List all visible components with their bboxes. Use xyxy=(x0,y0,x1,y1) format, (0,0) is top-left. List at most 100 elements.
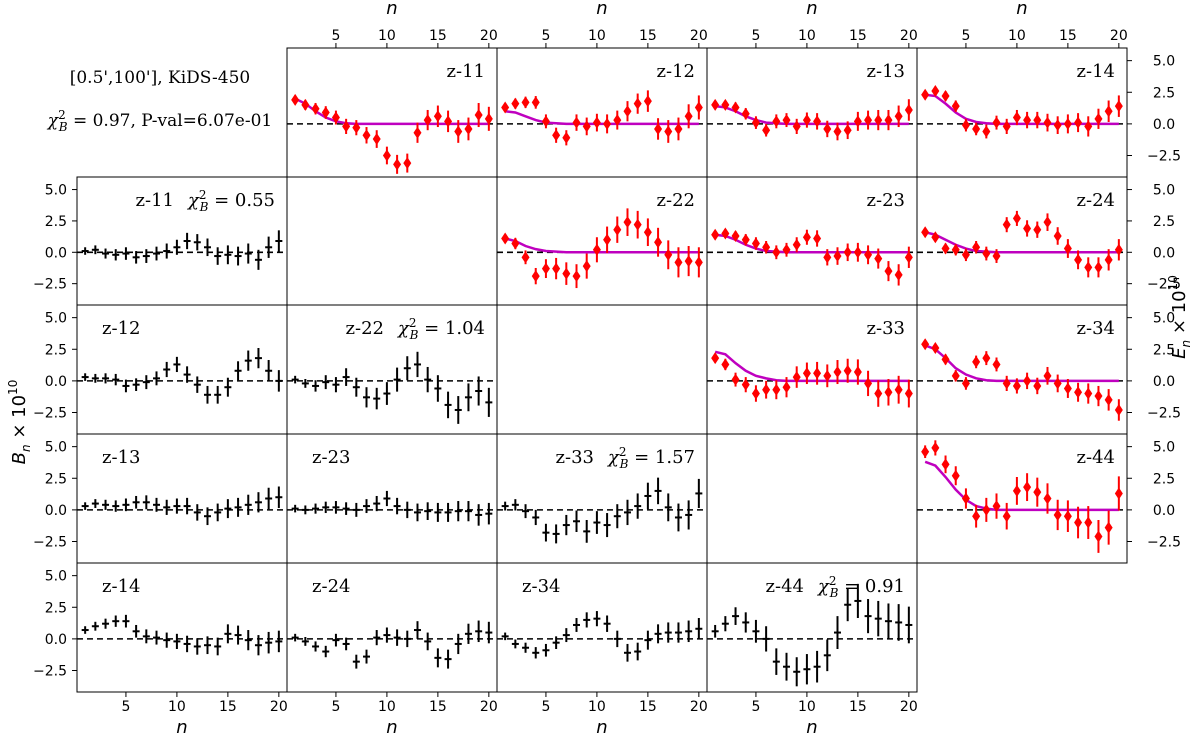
e-panel-z-13-point xyxy=(904,103,913,116)
bottom-x-axis-label: n xyxy=(596,717,607,738)
e-panel-z-12-point xyxy=(562,131,571,144)
x-tick-label: 10 xyxy=(588,699,606,715)
e-panel-z-13: z-13 xyxy=(706,47,918,178)
e-panel-z-24-point xyxy=(921,226,930,239)
header-line2: χ2 B = 0.97, P-val=6.07e-01 xyxy=(47,108,272,134)
e-panel-z-12-point xyxy=(633,97,642,110)
e-panel-z-33-point xyxy=(741,378,750,391)
e-panel-z-13-point xyxy=(813,115,822,128)
e-panel-z-23-point xyxy=(864,248,873,261)
y-tick-label: 5.0 xyxy=(1153,54,1175,70)
y-tick-label: 5.0 xyxy=(45,569,67,585)
e-panel-z-23-label: z-23 xyxy=(867,190,905,211)
e-panel-z-13-point xyxy=(884,114,893,127)
e-panel-z-12-point xyxy=(654,122,663,135)
e-panel-z-24-point xyxy=(1074,253,1083,266)
e-panel-z-23-point xyxy=(843,246,852,259)
e-panel-z-33-point xyxy=(751,387,760,400)
e-panel-z-34-point xyxy=(941,353,950,366)
y-tick-label: 2.5 xyxy=(45,471,67,487)
e-panel-z-34-point xyxy=(992,358,1001,371)
e-panel-z-22-point xyxy=(582,260,591,273)
e-panel-z-44-frame xyxy=(916,433,1128,564)
x-tick-label: 15 xyxy=(639,699,657,715)
x-tick-label: 5 xyxy=(751,28,760,44)
e-panel-z-23-point xyxy=(751,237,760,250)
y-tick-label: 5.0 xyxy=(45,183,67,199)
e-panel-z-34-point xyxy=(1012,379,1021,392)
e-panel-z-12-point xyxy=(643,95,652,108)
y-tick-label: 5.0 xyxy=(1153,440,1175,456)
e-panel-z-12-point xyxy=(572,116,581,129)
e-panel-z-13-point xyxy=(762,124,771,137)
x-tick-label: 15 xyxy=(1059,28,1077,44)
e-panel-z-13-point xyxy=(792,120,801,133)
e-panel-z-44-point xyxy=(1104,521,1113,534)
e-panel-z-44-point xyxy=(1084,516,1093,529)
e-panel-z-22-point xyxy=(633,218,642,231)
e-panel-z-33-point xyxy=(853,366,862,379)
e-panel-z-11-model-curve xyxy=(294,97,489,126)
y-tick-label: −2.5 xyxy=(1147,406,1181,422)
e-panel-z-12-point xyxy=(582,120,591,133)
e-panel-z-14-point xyxy=(1043,116,1052,129)
bottom-x-axis-label: n xyxy=(386,717,397,738)
e-panel-z-11-point xyxy=(454,125,463,138)
e-panel-z-22: z-22 xyxy=(496,176,708,306)
e-panel-z-33-point xyxy=(843,364,852,377)
e-panel-z-24-model-curve xyxy=(924,231,1119,254)
e-panel-z-12-point xyxy=(541,115,550,128)
y-tick-label: 5.0 xyxy=(45,440,67,456)
e-panel-z-13-point xyxy=(864,114,873,127)
e-panel-z-44-label: z-44 xyxy=(1077,447,1115,468)
e-panel-z-34-point xyxy=(1033,379,1042,392)
e-panel-z-23-point xyxy=(884,265,893,278)
e-panel-z-44-point xyxy=(1053,508,1062,521)
e-panel-z-24-point xyxy=(1053,229,1062,242)
e-panel-z-13-point xyxy=(823,122,832,135)
e-panel-z-23-point xyxy=(762,241,771,254)
top-x-axis-label: n xyxy=(1016,0,1027,19)
e-panel-z-12-label: z-12 xyxy=(657,61,695,82)
e-panel-z-22-point xyxy=(562,267,571,280)
e-panel-z-44-point xyxy=(921,445,930,458)
e-panel-z-12-model-curve xyxy=(505,109,699,126)
e-panel-z-44-point xyxy=(1114,487,1123,500)
e-panel-z-22-point xyxy=(552,262,561,275)
header-line1: [0.5',100'], KiDS-450 xyxy=(70,68,251,88)
e-panel-z-12-point xyxy=(531,96,540,109)
b-panel-z-14: z-14 xyxy=(76,562,288,693)
x-tick-label: 15 xyxy=(639,28,657,44)
e-panel-z-34-point xyxy=(1084,387,1093,400)
e-panel-z-44-point xyxy=(1043,492,1052,505)
x-tick-label: 20 xyxy=(480,28,498,44)
b-panel-z-13-label: z-13 xyxy=(102,447,140,468)
e-panel-z-24-label: z-24 xyxy=(1077,190,1115,211)
e-panel-z-24-point xyxy=(941,242,950,255)
e-panel-z-44-point xyxy=(1063,510,1072,523)
e-panel-z-14-point xyxy=(972,122,981,135)
x-tick-label: 15 xyxy=(429,28,447,44)
b-panel-z-23: z-23 xyxy=(286,433,498,564)
x-tick-label: 20 xyxy=(690,699,708,715)
e-panel-z-14-point xyxy=(951,100,960,113)
e-panel-z-33-point xyxy=(721,358,730,371)
e-panel-z-23-point xyxy=(853,246,862,259)
e-panel-z-12-point xyxy=(511,97,520,110)
e-panel-z-11-point xyxy=(393,158,402,171)
e-panel-z-34-point xyxy=(951,369,960,382)
e-panel-z-24-point xyxy=(1023,222,1032,235)
e-panel-z-12-point xyxy=(603,117,612,130)
y-tick-label: −2.5 xyxy=(1147,149,1181,165)
e-panel-z-34-point xyxy=(1053,377,1062,390)
e-panel-z-13-point xyxy=(894,110,903,123)
y-tick-label: 0.0 xyxy=(45,503,67,519)
y-tick-label: 2.5 xyxy=(1153,214,1175,230)
e-panel-z-11-label: z-11 xyxy=(447,61,485,82)
b-panel-z-44: z-44 χ2 B = 0.91 xyxy=(706,562,918,693)
e-panel-z-22-point xyxy=(654,236,663,249)
e-panel-z-34-point xyxy=(1094,390,1103,403)
y-tick-label: 2.5 xyxy=(1153,85,1175,101)
x-tick-label: 20 xyxy=(690,28,708,44)
e-panel-z-23-point xyxy=(711,228,720,241)
